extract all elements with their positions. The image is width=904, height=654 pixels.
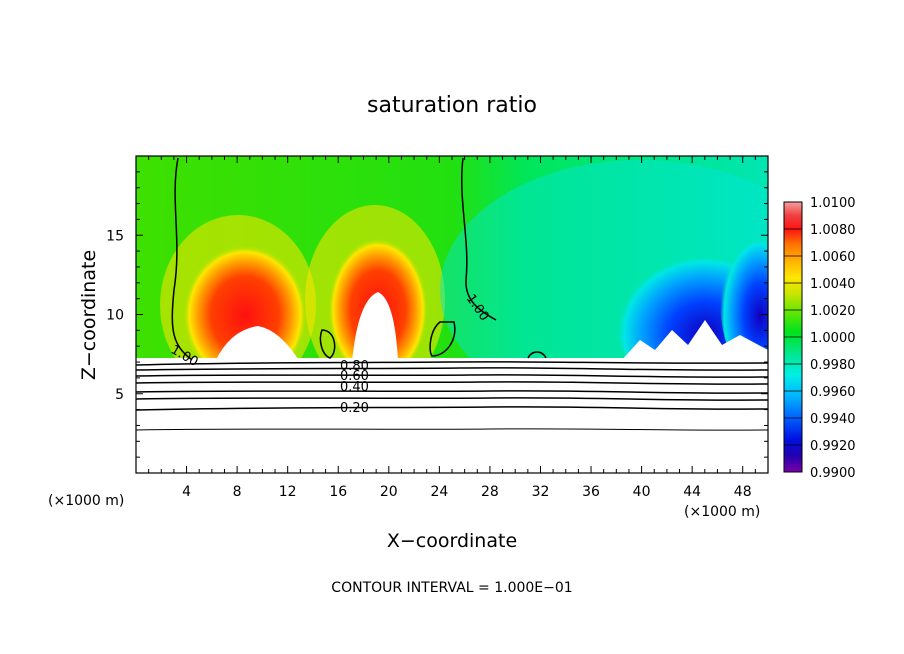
x-tick-label: 32 [532,484,550,500]
x-axis-ticks: 4 8 12 16 20 24 28 32 36 40 44 48 [148,156,756,500]
colorbar-ticks: 1.0100 1.0080 1.0060 1.0040 1.0020 1.0000 0.99… [784,196,856,481]
contour-0.30 [136,397,768,401]
contour-0.50 [136,381,768,385]
x-tick-label: 48 [734,484,752,500]
contour-0.80 [136,361,768,366]
colorbar-label: 0.9960 [810,385,856,400]
colorbar-label: 1.0020 [810,304,856,319]
contour-0.70 [136,367,768,371]
x-tick-label: 8 [233,484,242,500]
contour-label: 0.80 [340,359,369,374]
contour-label: 0.40 [340,380,369,395]
saturation-field [136,156,768,473]
contour-1-loop-a [319,329,336,359]
contours [136,157,768,431]
x-tick-label: 28 [481,484,499,500]
x-tick-label: 44 [683,484,701,500]
y-axis-ticks: 5 10 15 [106,171,768,458]
chart-title: saturation ratio [367,93,537,118]
colorbar-label: 0.9900 [810,466,856,481]
contour-0.40 [136,390,768,394]
x-tick-label: 24 [430,484,448,500]
colorbar-label: 1.0080 [810,223,856,238]
colorbar-label: 1.0060 [810,250,856,265]
colorbar-label: 0.9980 [810,358,856,373]
blank-cell-left [215,326,300,362]
blank-cell-middle [352,292,398,362]
x-tick-label: 12 [279,484,297,500]
colorbar-label: 0.9920 [810,439,856,454]
x-tick-label: 4 [182,484,191,500]
y-tick-label: 5 [115,387,124,403]
colorbar-label: 1.0040 [810,277,856,292]
contour-1-center [461,157,497,321]
x-axis-label: X−coordinate [387,530,517,552]
x-tick-label: 40 [633,484,651,500]
contour-1-loop-c [527,351,547,359]
blank-region-east [620,320,768,362]
y-axis-label: Z−coordinate [78,250,100,380]
colorbar-label: 1.0000 [810,331,856,346]
contour-label: 0.60 [340,369,369,384]
contour-0.60 [136,374,768,378]
y-tick-label: 15 [106,228,124,244]
x-tick-label: 20 [380,484,398,500]
x-tick-label: 36 [582,484,600,500]
contour-label: 0.20 [340,401,369,416]
y-tick-label: 10 [106,308,124,324]
contour-interval-note: CONTOUR INTERVAL = 1.000E−01 [331,580,572,596]
colorbar-label: 1.0100 [810,196,856,211]
contour-1-west [171,157,193,361]
x-unit-left: (×1000 m) [48,493,124,509]
contour-0.20 [136,406,768,411]
colorbar-label: 0.9940 [810,412,856,427]
contour-1-loop-b [429,321,456,357]
contour-0.10 [136,428,768,431]
x-tick-label: 16 [329,484,347,500]
x-unit-right: (×1000 m) [684,504,760,520]
